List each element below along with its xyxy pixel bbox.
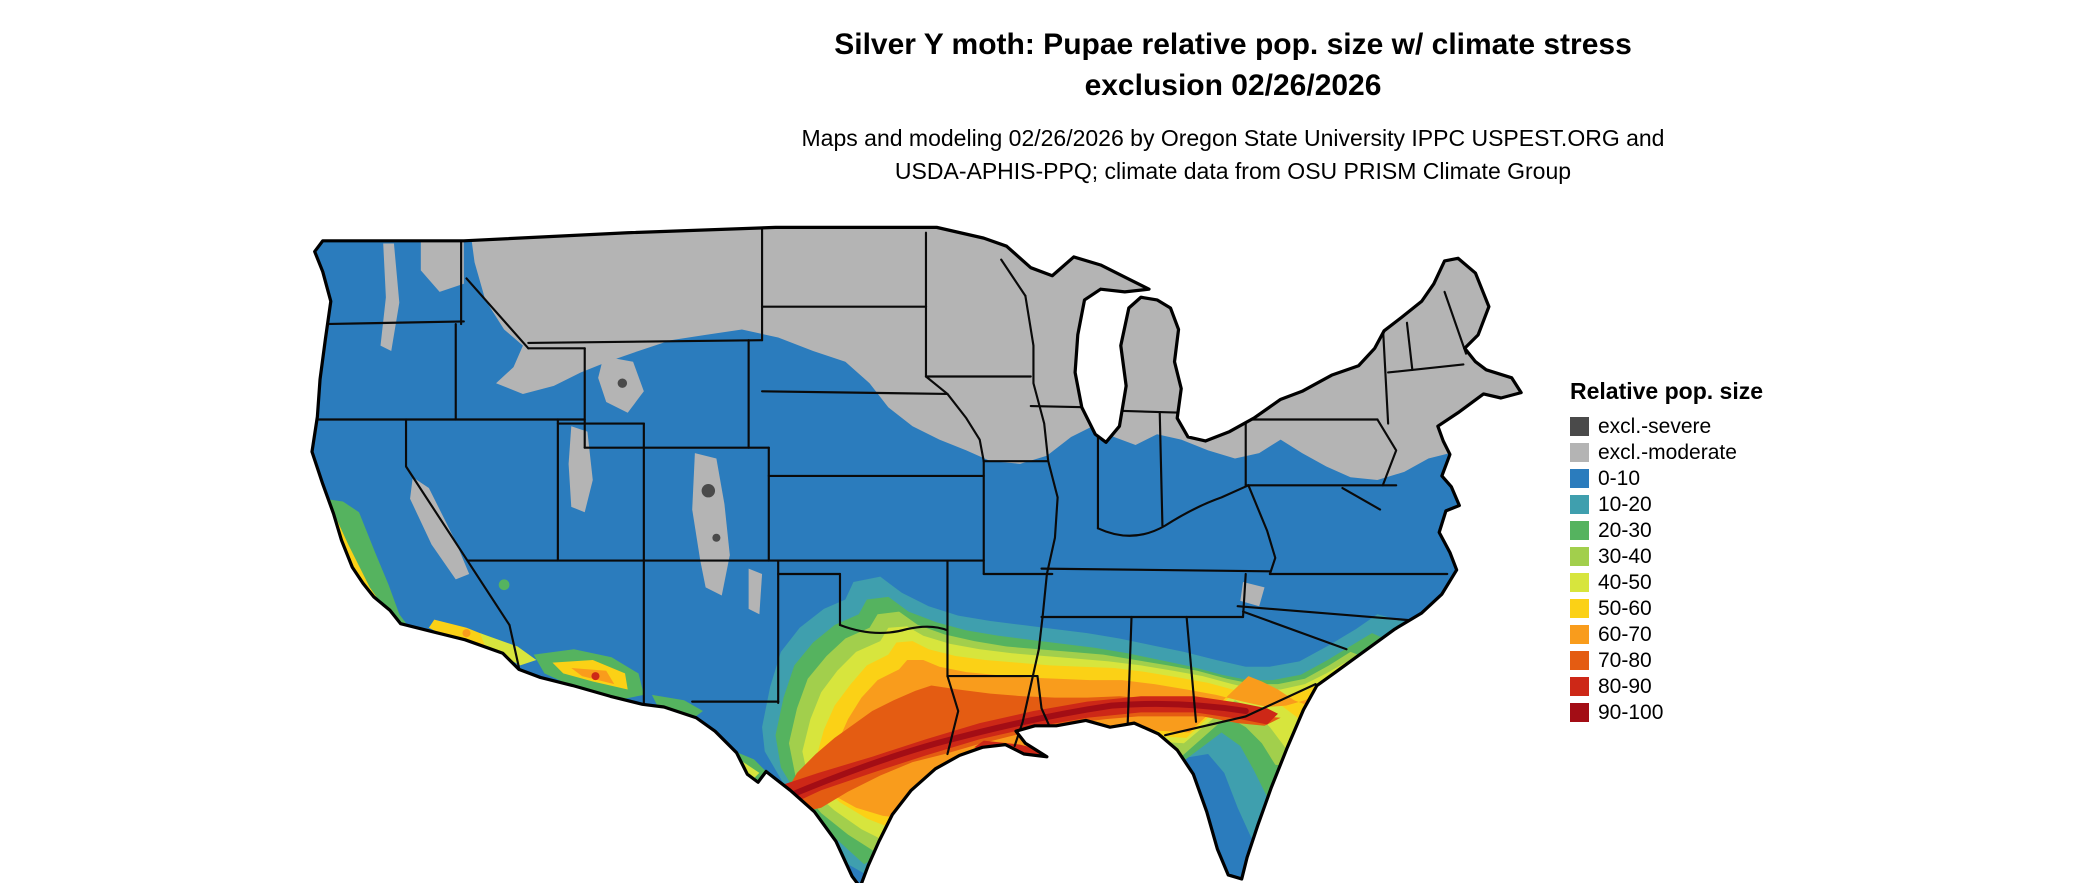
legend-label: excl.-severe	[1598, 415, 1712, 438]
excluded-severe-speck-2	[712, 533, 721, 542]
legend-label: 30-40	[1598, 545, 1652, 568]
legend-item: 60-70	[1570, 623, 1763, 646]
california-red-speck	[379, 610, 387, 618]
legend-item: 90-100	[1570, 701, 1763, 724]
page-subtitle-line1: Maps and modeling 02/26/2026 by Oregon S…	[801, 125, 1665, 151]
state-borders	[317, 227, 1468, 756]
excluded-patch-ne-washington	[420, 240, 464, 292]
legend-swatch	[1570, 547, 1589, 566]
legend-swatch	[1570, 495, 1589, 514]
legend-items: excl.-severe excl.-moderate 0-10 10-20 20-30…	[1570, 415, 1763, 724]
legend-item: 20-30	[1570, 519, 1763, 542]
texas-tip-blue-patch	[848, 864, 867, 883]
imperial-valley-yellow-patch	[428, 619, 494, 650]
us-map-svg	[310, 225, 1523, 883]
legend-item: 30-40	[1570, 545, 1763, 568]
legend-label: 40-50	[1598, 571, 1652, 594]
legend-item: excl.-moderate	[1570, 441, 1763, 464]
legend-label: 80-90	[1598, 675, 1652, 698]
legend-swatch	[1570, 443, 1589, 462]
legend-item: 40-50	[1570, 571, 1763, 594]
legend-item: 50-60	[1570, 597, 1763, 620]
band-90-100-core	[783, 700, 1249, 801]
legend-label: 20-30	[1598, 519, 1652, 542]
legend-item: 70-80	[1570, 649, 1763, 672]
band-70-80	[783, 685, 1281, 814]
legend-swatch	[1570, 417, 1589, 436]
excluded-severe-speck-1	[701, 483, 716, 498]
excluded-patch-cascades	[380, 243, 400, 351]
legend-swatch	[1570, 521, 1589, 540]
legend-swatch	[1570, 573, 1589, 592]
page-title: Silver Y moth: Pupae relative pop. size …	[834, 24, 1632, 106]
legend-title: Relative pop. size	[1570, 378, 1764, 404]
us-risk-map	[305, 222, 1555, 883]
page-subtitle-line2: USDA-APHIS-PPQ; climate data from OSU PR…	[894, 158, 1572, 184]
legend-swatch	[1570, 469, 1589, 488]
legend-swatch	[1570, 625, 1589, 644]
legend-swatch	[1570, 703, 1589, 722]
excluded-patch-sangre-de-cristo	[748, 568, 763, 615]
page-title-line2: exclusion 02/26/2026	[1084, 69, 1382, 102]
excluded-severe-speck-3	[617, 378, 628, 388]
legend-label: 0-10	[1598, 467, 1641, 490]
legend-label: 50-60	[1598, 597, 1652, 620]
legend-label: 10-20	[1598, 493, 1652, 516]
vegas-green-speck	[498, 579, 510, 591]
legend-item: 80-90	[1570, 675, 1763, 698]
legend-item: excl.-severe	[1570, 415, 1763, 438]
legend-label: 90-100	[1598, 701, 1664, 724]
new-mexico-border-green-patch	[651, 694, 703, 720]
legend-item: 0-10	[1570, 467, 1763, 490]
legend-label: excl.-moderate	[1598, 441, 1737, 464]
legend-swatch	[1570, 599, 1589, 618]
legend-label: 60-70	[1598, 623, 1652, 646]
legend-swatch	[1570, 677, 1589, 696]
page-subtitle: Maps and modeling 02/26/2026 by Oregon S…	[802, 122, 1665, 188]
legend-item: 10-20	[1570, 493, 1763, 516]
legend: Relative pop. size excl.-severe excl.-mod…	[1570, 378, 1763, 729]
legend-label: 70-80	[1598, 649, 1652, 672]
yuma-yellow-patch	[479, 633, 537, 666]
imperial-orange-speck	[462, 629, 471, 638]
excluded-patch-appalachians	[1240, 582, 1265, 607]
legend-swatch	[1570, 651, 1589, 670]
excluded-patch-sierra	[410, 477, 470, 580]
arizona-red-speck	[591, 672, 600, 681]
page-title-line1: Silver Y moth: Pupae relative pop. size …	[834, 28, 1632, 61]
